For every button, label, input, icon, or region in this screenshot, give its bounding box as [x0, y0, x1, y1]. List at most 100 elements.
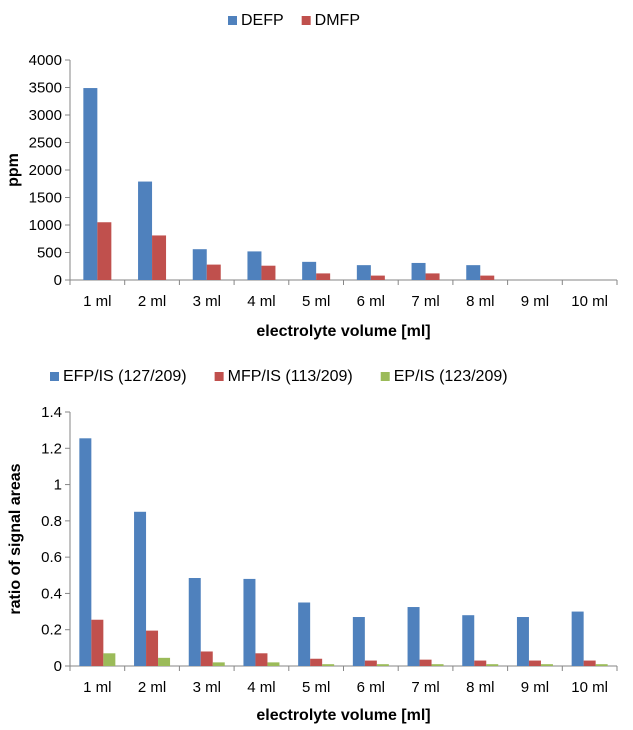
- x-tick-label: 7 ml: [411, 293, 439, 310]
- bar: [316, 273, 331, 280]
- bar: [103, 653, 116, 666]
- bar: [431, 664, 444, 666]
- bar: [571, 611, 584, 666]
- bar: [486, 664, 499, 666]
- chart-2: EFP/IS (127/209) MFP/IS (113/209) EP/IS (1…: [7, 368, 618, 724]
- y-tick-label: 3500: [29, 80, 62, 97]
- y-tick-label: 2000: [29, 162, 62, 179]
- legend-label: DMFP: [315, 12, 360, 29]
- y-tick-label: 1.2: [41, 440, 62, 457]
- bar: [212, 662, 225, 666]
- bar: [79, 438, 92, 666]
- bar: [255, 653, 268, 666]
- x-tick-label: 5 ml: [302, 679, 330, 696]
- x-tick-label: 4 ml: [247, 293, 275, 310]
- y-tick-label: 0.2: [41, 622, 62, 639]
- bar: [370, 275, 385, 280]
- legend-swatch: [228, 16, 237, 25]
- y-tick-label: 1000: [29, 217, 62, 234]
- x-tick-label: 1 ml: [83, 679, 111, 696]
- y-axis-title: ratio of signal areas: [7, 463, 24, 614]
- bar: [188, 578, 201, 666]
- bar: [261, 265, 276, 280]
- x-tick-label: 4 ml: [247, 679, 275, 696]
- bar: [97, 222, 112, 280]
- bar: [152, 235, 167, 280]
- x-tick-label: 2 ml: [138, 293, 166, 310]
- legend-swatch: [214, 372, 224, 381]
- bar: [134, 511, 147, 666]
- y-tick-label: 0: [54, 272, 62, 289]
- bar: [528, 660, 541, 666]
- bar: [192, 249, 207, 280]
- bar: [419, 659, 432, 666]
- bar: [474, 660, 487, 666]
- bar: [540, 664, 553, 666]
- legend-swatch: [301, 16, 311, 25]
- bar: [356, 265, 371, 280]
- y-tick-label: 0.8: [41, 513, 62, 530]
- bar: [480, 275, 495, 280]
- x-axis-title: electrolyte volume [ml]: [256, 323, 430, 340]
- y-tick-label: 0: [54, 658, 62, 675]
- bar: [595, 664, 608, 666]
- x-tick-label: 6 ml: [357, 293, 385, 310]
- bar: [466, 265, 481, 280]
- bar: [267, 662, 280, 666]
- bar: [200, 651, 213, 666]
- bar: [138, 181, 153, 280]
- x-tick-label: 10 ml: [571, 679, 608, 696]
- y-tick-label: 1.4: [41, 404, 62, 421]
- bar: [462, 615, 475, 666]
- x-tick-label: 5 ml: [302, 293, 330, 310]
- bar: [158, 657, 171, 666]
- x-tick-label: 3 ml: [193, 679, 221, 696]
- bar: [247, 251, 262, 280]
- legend-label: EFP/IS (127/209): [63, 368, 187, 385]
- bar: [302, 261, 317, 280]
- bar: [322, 664, 335, 666]
- x-tick-label: 8 ml: [466, 679, 494, 696]
- bar: [516, 617, 529, 666]
- x-tick-label: 9 ml: [521, 293, 549, 310]
- y-tick-label: 0.4: [41, 585, 62, 602]
- x-tick-label: 7 ml: [411, 679, 439, 696]
- bar: [583, 660, 596, 666]
- bar: [298, 602, 311, 666]
- y-tick-label: 2500: [29, 135, 62, 152]
- x-tick-label: 2 ml: [138, 679, 166, 696]
- bar: [243, 578, 256, 666]
- bar: [83, 88, 98, 280]
- x-tick-label: 10 ml: [571, 293, 608, 310]
- bar: [364, 660, 377, 666]
- chart-1: DEFP DMFP 0 500 1000 1500 2000 2500 3000 3500 4000…: [5, 12, 618, 340]
- y-axis-title: ppm: [5, 153, 22, 187]
- bar: [425, 273, 440, 280]
- bar: [206, 264, 221, 280]
- bar: [352, 617, 365, 666]
- x-tick-label: 8 ml: [466, 293, 494, 310]
- y-tick-label: 4000: [29, 52, 62, 69]
- legend-label: MFP/IS (113/209): [228, 368, 353, 385]
- legend-label: DEFP: [241, 12, 284, 29]
- bar: [411, 262, 426, 280]
- y-tick-label: 1500: [29, 190, 62, 207]
- y-tick-label: 500: [37, 245, 62, 262]
- y-tick-label: 1: [54, 477, 62, 494]
- x-tick-label: 3 ml: [193, 293, 221, 310]
- legend-swatch: [50, 372, 59, 381]
- x-tick-label: 6 ml: [357, 679, 385, 696]
- bar: [146, 630, 159, 666]
- y-tick-label: 3000: [29, 107, 62, 124]
- legend-swatch: [380, 372, 390, 381]
- bar: [310, 658, 323, 666]
- legend-label: EP/IS (123/209): [394, 368, 508, 385]
- bar: [407, 607, 420, 666]
- x-tick-label: 1 ml: [83, 293, 111, 310]
- x-tick-label: 9 ml: [521, 679, 549, 696]
- y-tick-label: 0.6: [41, 549, 62, 566]
- x-axis-title: electrolyte volume [ml]: [256, 707, 430, 724]
- bar: [376, 664, 389, 666]
